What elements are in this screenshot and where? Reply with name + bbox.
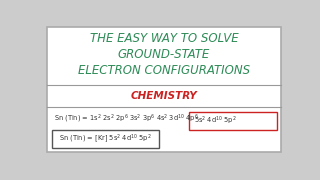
- FancyBboxPatch shape: [189, 112, 277, 130]
- FancyBboxPatch shape: [52, 130, 159, 148]
- Text: ELECTRON CONFIGURATIONS: ELECTRON CONFIGURATIONS: [78, 64, 250, 77]
- Text: Sn (Tin) = [Kr] 5s$^{2}$ 4d$^{10}$ 5p$^{2}$: Sn (Tin) = [Kr] 5s$^{2}$ 4d$^{10}$ 5p$^{…: [59, 133, 151, 145]
- Text: THE EASY WAY TO SOLVE: THE EASY WAY TO SOLVE: [90, 32, 238, 45]
- Text: Sn (Tin) = 1s$^{2}$ 2s$^{2}$ 2p$^{6}$ 3s$^{2}$ 3p$^{6}$ 4s$^{2}$ 3d$^{10}$ 4p$^{: Sn (Tin) = 1s$^{2}$ 2s$^{2}$ 2p$^{6}$ 3s…: [54, 113, 198, 125]
- FancyBboxPatch shape: [47, 27, 281, 152]
- Text: GROUND-STATE: GROUND-STATE: [118, 48, 210, 61]
- Text: 5s$^{2}$ 4d$^{10}$ 5p$^{2}$: 5s$^{2}$ 4d$^{10}$ 5p$^{2}$: [194, 115, 236, 127]
- Text: CHEMISTRY: CHEMISTRY: [131, 91, 197, 102]
